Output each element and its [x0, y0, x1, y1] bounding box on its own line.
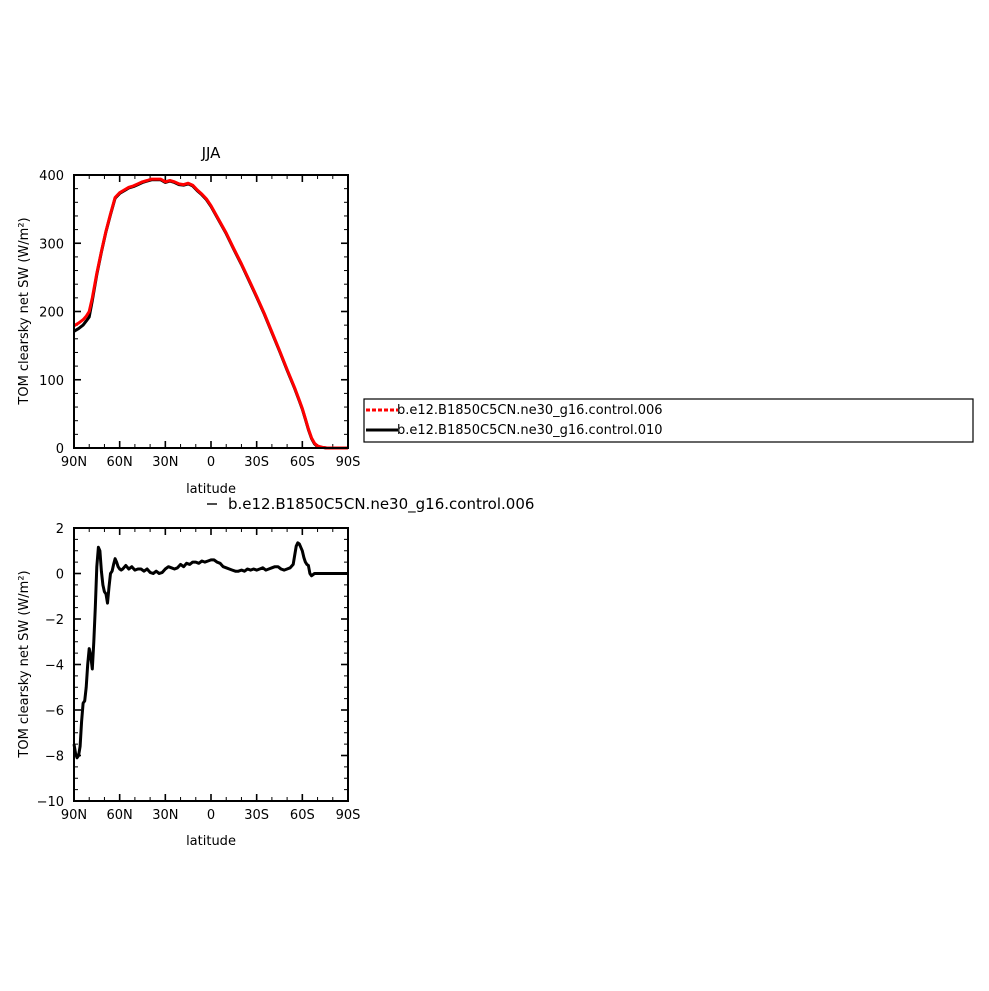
bottom-plot-frame	[73, 527, 349, 802]
top-x-tick-label: 30S	[244, 455, 269, 470]
top-y-axis-label: TOM clearsky net SW (W/m²)	[17, 217, 32, 405]
bottom-x-tick-label: 90S	[336, 808, 361, 823]
bottom-x-tick-label: 90N	[61, 808, 87, 823]
bottom-x-tick-label: 30N	[152, 808, 178, 823]
legend: b.e12.B1850C5CN.ne30_g16.control.006 b.e…	[363, 398, 974, 443]
top-series-lines	[73, 177, 348, 450]
top-series-line-1	[73, 178, 348, 450]
bottom-y-axis-label: TOM clearsky net SW (W/m²)	[17, 570, 32, 758]
bottom-y-tick-label: 0	[56, 568, 64, 583]
top-series-line-0	[73, 177, 348, 450]
legend-entry-006: b.e12.B1850C5CN.ne30_g16.control.006	[397, 403, 663, 418]
bottom-y-tick-label: 2	[56, 522, 64, 537]
bottom-y-tick-label: −10	[37, 795, 64, 810]
top-x-axis-label: latitude	[186, 482, 236, 497]
bottom-x-tick-label: 60N	[107, 808, 133, 823]
top-y-tick-label: 400	[39, 169, 64, 184]
bottom-series-line-0	[72, 541, 348, 760]
top-y-tick-label: 300	[39, 237, 64, 252]
top-x-tick-label: 0	[207, 455, 215, 470]
bottom-y-tick-label: −6	[45, 704, 64, 719]
bottom-x-tick-label: 30S	[244, 808, 269, 823]
top-x-tick-label: 90N	[61, 455, 87, 470]
top-y-tick-label: 0	[56, 442, 64, 457]
bottom-y-tick-label: −4	[45, 659, 64, 674]
legend-box	[363, 398, 974, 443]
bottom-x-tick-label: 60S	[290, 808, 315, 823]
bottom-panel: b.e12.B1850C5CN.ne30_g16.control.006 TOM…	[17, 495, 534, 849]
bottom-axis-ticks: 90N 60N 30N 0 30S 60S 90S 2 0 −2 −4 −6 −8 −10	[37, 522, 361, 823]
bottom-series-lines	[72, 541, 348, 760]
top-x-tick-label: 90S	[336, 455, 361, 470]
bottom-x-axis-label: latitude	[186, 834, 236, 849]
bottom-annotation: b.e12.B1850C5CN.ne30_g16.control.006	[228, 495, 534, 514]
legend-entry-010: b.e12.B1850C5CN.ne30_g16.control.010	[397, 423, 663, 438]
bottom-x-tick-label: 0	[207, 808, 215, 823]
top-chart-title: JJA	[201, 144, 222, 162]
bottom-y-tick-label: −8	[45, 750, 64, 765]
top-x-tick-label: 60N	[107, 455, 133, 470]
top-x-tick-label: 60S	[290, 455, 315, 470]
top-x-tick-label: 30N	[152, 455, 178, 470]
bottom-y-tick-label: −2	[45, 613, 64, 628]
top-y-tick-label: 200	[39, 306, 64, 321]
top-panel: JJA TOM clearsky net SW (W/m²) latitude …	[17, 144, 360, 497]
top-y-tick-label: 100	[39, 374, 64, 389]
top-plot-frame	[73, 174, 349, 449]
